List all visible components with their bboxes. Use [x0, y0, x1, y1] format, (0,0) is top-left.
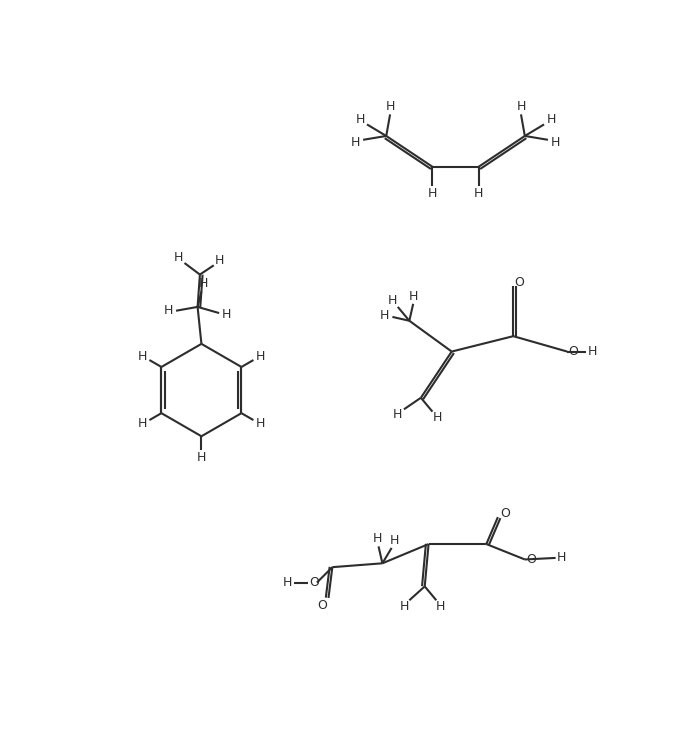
Text: H: H	[138, 417, 148, 430]
Text: H: H	[222, 308, 232, 321]
Text: H: H	[557, 551, 566, 565]
Text: H: H	[388, 294, 397, 307]
Text: H: H	[255, 349, 265, 363]
Text: H: H	[435, 600, 445, 613]
Text: H: H	[399, 600, 408, 613]
Text: O: O	[526, 553, 536, 566]
Text: H: H	[283, 576, 293, 589]
Text: H: H	[380, 309, 390, 322]
Text: H: H	[516, 100, 526, 113]
Text: H: H	[215, 254, 224, 267]
Text: O: O	[317, 599, 328, 612]
Text: H: H	[408, 289, 418, 303]
Text: H: H	[255, 417, 265, 430]
Text: O: O	[568, 345, 578, 358]
Text: H: H	[390, 534, 400, 547]
Text: H: H	[164, 304, 173, 317]
Text: H: H	[350, 135, 360, 149]
Text: O: O	[309, 576, 319, 589]
Text: H: H	[588, 345, 597, 358]
Text: H: H	[199, 278, 208, 290]
Text: H: H	[547, 112, 555, 126]
Text: H: H	[138, 349, 148, 363]
Text: H: H	[174, 251, 183, 264]
Text: O: O	[514, 276, 524, 289]
Text: H: H	[432, 411, 441, 423]
Text: H: H	[393, 408, 402, 421]
Text: H: H	[197, 451, 206, 465]
Text: H: H	[386, 100, 395, 113]
Text: H: H	[428, 187, 437, 200]
Text: H: H	[474, 187, 483, 200]
Text: H: H	[551, 135, 560, 149]
Text: H: H	[372, 532, 381, 545]
Text: O: O	[501, 506, 510, 520]
Text: H: H	[356, 112, 365, 126]
